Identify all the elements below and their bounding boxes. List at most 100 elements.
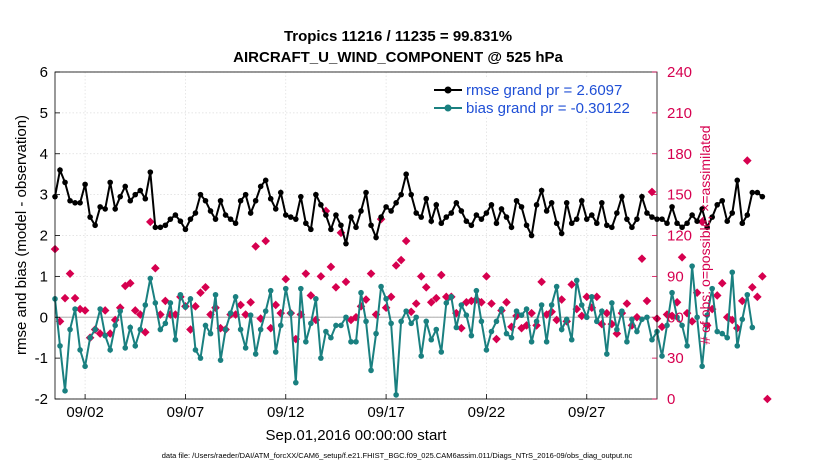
assimilated-point [386,292,396,302]
bias-point [463,312,470,319]
assimilated-point [161,296,170,306]
rmse-point [508,224,515,231]
rmse-point [428,218,435,224]
rmse-point [594,220,600,227]
rmse-point [719,197,726,204]
assimilated-point [80,306,90,315]
bias-point [262,308,269,314]
bias-point [619,308,625,314]
rmse-point [679,224,685,231]
bias-point [588,294,595,300]
assimilated-point [717,278,727,288]
rmse-point [82,181,88,188]
bias-point [734,343,741,349]
bias-point [373,330,379,337]
assimilated-point [577,311,587,321]
bias-point [308,320,314,327]
rmse-point [573,216,580,222]
assimilated-point [667,311,677,321]
bias-point [388,320,394,327]
x-tick-label: 09/12 [267,404,305,421]
bias-point [267,287,274,294]
legend-bias-marker [444,104,452,112]
bias-point [749,324,756,331]
bias-point [202,322,209,329]
bias-point [483,347,490,353]
rmse-point [187,216,194,222]
rmse-point [458,208,465,214]
bias-point [277,322,284,329]
rmse-point [107,179,113,186]
rmse-point [137,187,144,194]
bias-point [498,306,505,312]
rmse-point [97,204,103,210]
bias-point [77,347,83,353]
y2-tick-label: 30 [667,350,684,367]
assimilated-point [742,156,752,165]
rmse-point [408,191,414,198]
bias-point [252,351,259,357]
bias-point [704,312,710,319]
rmse-point [333,212,339,218]
bias-series [52,263,756,398]
rmse-point [523,222,530,229]
rmse-point [634,216,640,222]
y-tick-label: 3 [40,187,48,204]
assimilated-point [411,299,421,308]
y-tick-label: -1 [35,350,48,367]
assimilated-point [306,291,316,300]
bias-point [558,326,565,333]
rmse-point [558,230,565,237]
rmse-point [739,220,746,227]
rmse-point [378,214,384,220]
rmse-point [267,195,274,202]
bias-point [443,300,450,306]
rmse-point [323,212,329,218]
bias-point [488,328,495,335]
bias-point [127,324,134,331]
assimilated-point [492,334,501,344]
bias-point [578,302,585,308]
assimilated-point [316,272,326,281]
rmse-point [473,212,480,218]
assimilated-point [331,282,341,292]
rmse-point [734,177,741,184]
bias-point [122,345,129,351]
bias-point [368,367,374,374]
rmse-point [343,240,349,247]
rmse-point [674,220,680,227]
legend-bias-label: bias grand pr = -0.30122 [466,100,630,117]
rmse-point [443,214,450,220]
rmse-point [227,216,234,222]
legend: rmse grand pr = 2.6097 bias grand pr = -… [430,77,652,117]
bias-point [614,326,620,333]
rmse-point [117,193,124,200]
assimilated-point [612,329,622,338]
rmse-point [543,208,550,214]
bias-point [684,343,690,349]
bias-point [493,318,500,325]
assimilated-point [326,262,336,272]
assimilated-point [60,293,70,303]
bias-point [192,347,199,353]
bias-point [318,355,324,361]
bias-point [343,314,349,321]
rmse-point [453,200,460,206]
bias-point [714,328,720,335]
bias-point [287,310,294,316]
rmse-point [92,222,98,229]
bias-point [67,326,73,333]
bias-point [97,306,103,312]
rmse-point [599,200,605,206]
rmse-point [468,222,475,229]
rmse-point [127,197,134,204]
bias-point [724,334,731,341]
rmse-point [152,224,159,231]
assimilated-point [421,282,431,292]
bias-point [699,363,705,370]
assimilated-point [281,274,291,284]
bias-point [333,322,339,329]
rmse-point [483,210,490,216]
rmse-point [433,202,440,208]
rmse-point [644,210,650,216]
